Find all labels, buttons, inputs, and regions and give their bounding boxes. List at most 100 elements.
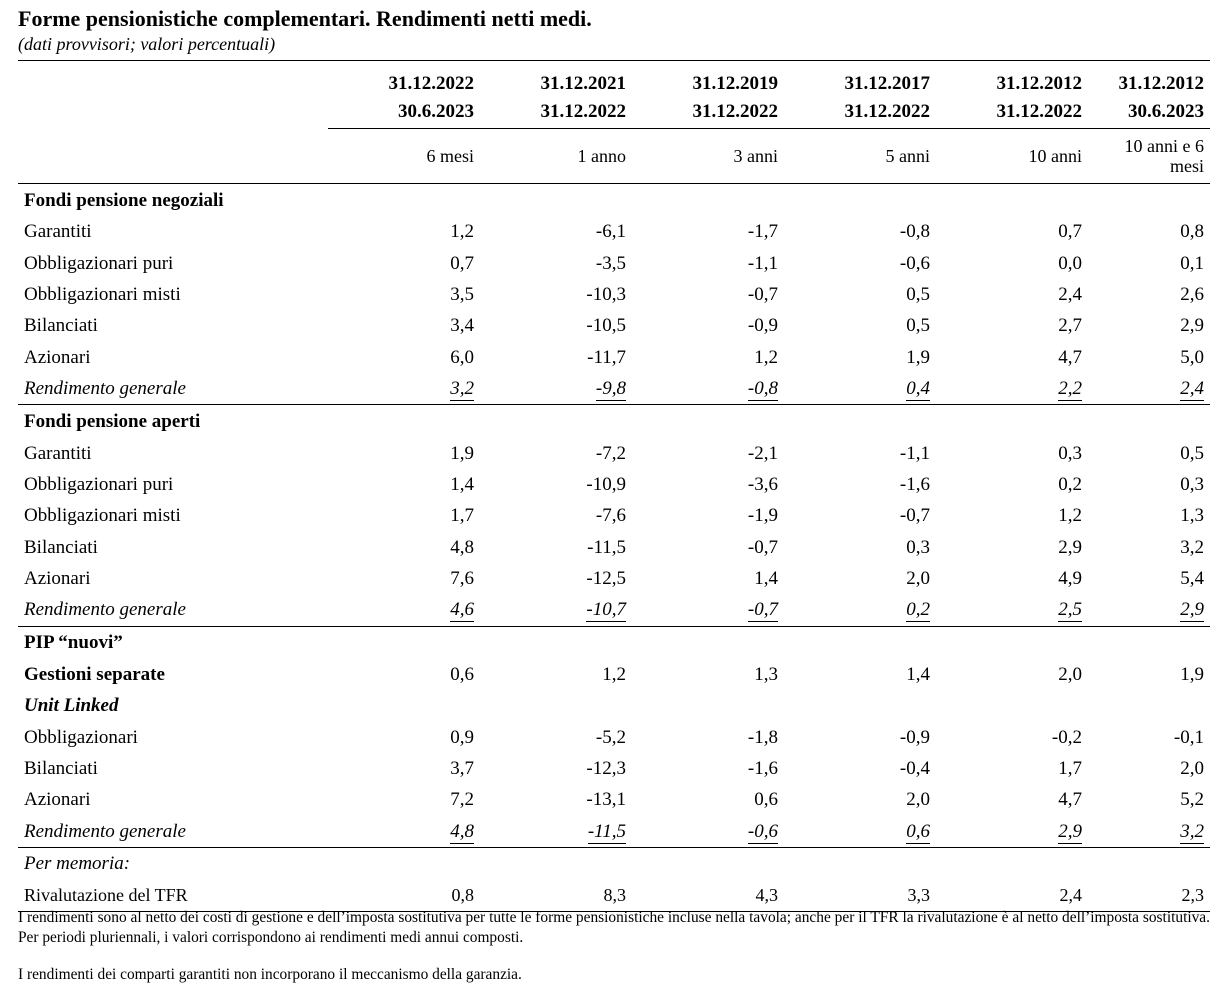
- cell-value: 0,5: [906, 283, 930, 305]
- footnote: I rendimenti sono al netto dei costi di …: [18, 909, 1210, 946]
- column-header-dates: 31.12.2012 30.6.2023: [1088, 68, 1210, 129]
- table-row: Obbligazionari puri 0,7 -3,5 -1,1 -0,6 0…: [18, 247, 1210, 278]
- cell-value: 2,6: [1180, 283, 1204, 305]
- row-label: Bilanciati: [24, 315, 98, 337]
- cell-value: 1,9: [906, 346, 930, 368]
- column-header-dates: 31.12.2021 31.12.2022: [480, 68, 632, 129]
- cell-value: 0,8: [1180, 221, 1204, 243]
- cell-value: -10,3: [586, 283, 626, 305]
- cell-value: -5,2: [595, 726, 626, 748]
- row-label: Azionari: [24, 568, 91, 590]
- cell-value: 2,0: [1180, 758, 1204, 780]
- memo-title: Per memoria:: [18, 847, 1210, 880]
- cell-value: 4,7: [1058, 346, 1082, 368]
- cell-value: -7,2: [595, 442, 626, 464]
- cell-value: 0,5: [906, 315, 930, 337]
- cell-value: 0,3: [906, 536, 930, 558]
- cell-value: 0,9: [450, 726, 474, 748]
- cell-value: 1,7: [1058, 758, 1082, 780]
- row-label: Obbligazionari misti: [24, 283, 181, 305]
- header-corner: [18, 68, 328, 129]
- cell-value: 1,2: [450, 221, 474, 243]
- cell-value: 2,9: [1180, 599, 1204, 623]
- section-title: Fondi pensione negoziali: [24, 189, 224, 211]
- cell-value: 2,4: [1058, 283, 1082, 305]
- cell-value: 1,2: [1058, 505, 1082, 527]
- row-label: Rendimento generale: [24, 378, 186, 400]
- cell-value: 3,5: [450, 283, 474, 305]
- cell-value: -0,8: [747, 378, 778, 402]
- row-label: Rivalutazione del TFR: [24, 885, 188, 906]
- cell-value: 3,2: [1180, 820, 1204, 844]
- cell-value: 2,2: [1058, 378, 1082, 402]
- top-rule: [18, 60, 1210, 61]
- cell-value: 7,2: [450, 789, 474, 811]
- section-title: Fondi pensione aperti: [18, 404, 1210, 438]
- cell-value: -7,6: [595, 505, 626, 527]
- table-row: Obbligazionari puri 1,4 -10,9 -3,6 -1,6 …: [18, 469, 1210, 500]
- row-label: Gestioni separate: [24, 663, 165, 685]
- cell-value: -0,9: [747, 315, 778, 337]
- cell-value: 1,3: [754, 663, 778, 685]
- cell-value: 2,0: [1058, 663, 1082, 685]
- column-header-period: 6 mesi: [426, 146, 475, 166]
- cell-value: -3,5: [595, 252, 626, 274]
- row-label: Bilanciati: [24, 536, 98, 558]
- returns-table: 31.12.2022 30.6.2023 31.12.2021 31.12.2022…: [18, 68, 1210, 912]
- cell-value: 2,7: [1058, 315, 1082, 337]
- column-header-period: 10 anni e 6 mesi: [1124, 136, 1204, 176]
- cell-value: 0,0: [1058, 252, 1082, 274]
- cell-value: 2,4: [1180, 378, 1204, 402]
- cell-value: -10,5: [586, 315, 626, 337]
- cell-value: -1,8: [747, 726, 778, 748]
- cell-value: -2,1: [747, 442, 778, 464]
- subsection-row: Unit Linked: [18, 690, 1210, 721]
- section-header: Fondi pensione negoziali: [18, 184, 1210, 217]
- cell-value: 0,5: [1180, 442, 1204, 464]
- cell-value: 6,0: [450, 346, 474, 368]
- cell-value: -0,6: [747, 820, 778, 844]
- total-row: Rendimento generale 3,2 -9,8 -0,8 0,4 2,…: [18, 373, 1210, 405]
- cell-value: -0,9: [899, 726, 930, 748]
- cell-value: 3,2: [450, 378, 474, 402]
- cell-value: -1,6: [747, 758, 778, 780]
- cell-value: 2,4: [1059, 885, 1083, 906]
- cell-value: -1,6: [899, 473, 930, 495]
- cell-value: 1,2: [602, 663, 626, 685]
- column-header-dates: 31.12.2022 30.6.2023: [328, 68, 480, 129]
- table-title: Forme pensionistiche complementari. Rend…: [18, 6, 592, 31]
- cell-value: 0,7: [1058, 221, 1082, 243]
- column-header-period: 10 anni: [1028, 146, 1083, 166]
- row-label: Obbligazionari puri: [24, 473, 174, 495]
- cell-value: -9,8: [595, 378, 626, 402]
- column-header-dates: 31.12.2019 31.12.2022: [632, 68, 784, 129]
- cell-value: -12,5: [586, 568, 626, 590]
- cell-value: 2,5: [1058, 599, 1082, 623]
- row-label: Garantiti: [24, 442, 92, 464]
- table-subtitle: (dati provvisori; valori percentuali): [18, 34, 276, 54]
- cell-value: -11,5: [587, 820, 626, 844]
- section-header: Fondi pensione aperti: [18, 404, 1210, 438]
- cell-value: -0,4: [899, 758, 930, 780]
- subsection-label: Unit Linked: [24, 695, 119, 717]
- cell-value: -0,7: [899, 505, 930, 527]
- table-row: Garantiti 1,2 -6,1 -1,7 -0,8 0,7 0,8: [18, 216, 1210, 247]
- cell-value: 4,8: [450, 536, 474, 558]
- cell-value: -0,1: [1173, 726, 1204, 748]
- cell-value: -10,9: [586, 473, 626, 495]
- cell-value: 0,6: [754, 789, 778, 811]
- tfr-row: Rivalutazione del TFR 0,8 8,3 4,3 3,3 2,…: [18, 879, 1210, 912]
- column-header-period: 1 anno: [577, 146, 627, 166]
- cell-value: 0,2: [906, 599, 930, 623]
- row-label: Rendimento generale: [24, 820, 186, 842]
- cell-value: 3,7: [450, 758, 474, 780]
- footnote: I rendimenti dei comparti garantiti non …: [18, 966, 522, 983]
- cell-value: 1,3: [1180, 505, 1204, 527]
- section-title: PIP “nuovi”: [18, 625, 1210, 659]
- cell-value: 1,9: [450, 442, 474, 464]
- cell-value: 1,4: [450, 473, 474, 495]
- cell-value: 0,3: [1180, 473, 1204, 495]
- cell-value: -12,3: [586, 758, 626, 780]
- cell-value: -3,6: [747, 473, 778, 495]
- cell-value: -10,7: [586, 599, 626, 623]
